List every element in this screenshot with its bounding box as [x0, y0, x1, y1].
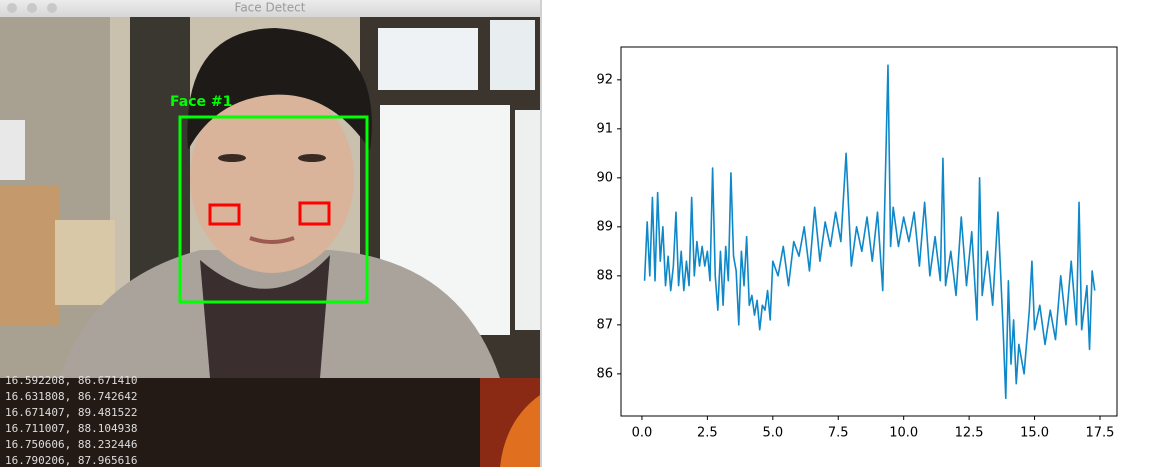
y-tick-label: 88 [596, 268, 613, 283]
x-tick-label: 2.5 [697, 426, 718, 441]
x-tick-label: 7.5 [828, 426, 849, 441]
data-line [643, 64, 1096, 400]
x-tick-label: 15.0 [1020, 426, 1049, 441]
y-tick-label: 86 [596, 366, 613, 381]
face-box [178, 115, 369, 304]
window-title: Face Detect [235, 1, 306, 15]
camera-frame [0, 17, 540, 378]
y-tick-label: 91 [596, 121, 613, 136]
cheek-box [208, 203, 241, 226]
x-tick-label: 0.0 [632, 426, 653, 441]
cheek-box [298, 201, 331, 226]
y-tick-label: 87 [596, 317, 613, 332]
zoom-button[interactable] [47, 3, 57, 13]
divider [540, 0, 542, 467]
terminal-line: 16.790206, 87.965616 [5, 454, 137, 467]
terminal-line: 16.592208, 86.671410 [5, 374, 137, 387]
x-tick-label: 17.5 [1086, 426, 1115, 441]
x-tick-label: 12.5 [955, 426, 984, 441]
title-bar [0, 0, 540, 17]
terminal-line: 16.671407, 89.481522 [5, 406, 137, 419]
y-tick-label: 92 [596, 72, 613, 87]
terminal-line: 16.631808, 86.742642 [5, 390, 137, 403]
x-tick-label: 5.0 [762, 426, 783, 441]
face-label: Face #1 [170, 94, 232, 110]
terminal-line: 16.711007, 88.104938 [5, 422, 137, 435]
minimize-button[interactable] [27, 3, 37, 13]
x-tick-label: 10.0 [889, 426, 918, 441]
y-tick-label: 89 [596, 219, 613, 234]
plot: 0.0 2.5 5.0 7.5 10.0 12.5 15.0 17.5 86 87 88 89 90 91… [596, 46, 1118, 441]
terminal [0, 378, 540, 467]
close-button[interactable] [7, 3, 17, 13]
camera-window: Face Detect Face #1 [0, 0, 540, 378]
terminal-line: 16.750606, 88.232446 [5, 438, 137, 451]
y-tick-label: 90 [596, 170, 613, 185]
